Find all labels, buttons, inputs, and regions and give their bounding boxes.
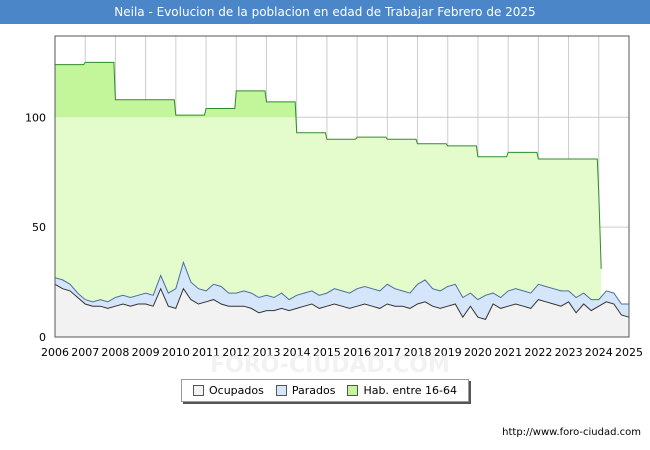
x-tick-label-2009: 2009 <box>132 346 160 359</box>
x-tick-label-2019: 2019 <box>434 346 462 359</box>
source-url[interactable]: http://www.foro-ciudad.com <box>502 427 641 438</box>
legend-item-parados: Parados <box>275 384 336 397</box>
series-layer <box>54 61 630 338</box>
y-tick-label-50: 50 <box>32 221 46 234</box>
legend-label-parados: Parados <box>291 384 336 397</box>
parados-line <box>54 260 629 305</box>
legend-swatch-hab <box>347 385 359 396</box>
x-tick-label-2021: 2021 <box>494 346 522 359</box>
x-tick-label-2008: 2008 <box>101 346 129 359</box>
legend-swatch-parados <box>275 385 287 396</box>
plot-frame <box>54 35 630 338</box>
y-tick-label-100: 100 <box>25 111 46 124</box>
watermark: FORO-CIUDAD.COM <box>210 353 450 378</box>
x-tick-label-2017: 2017 <box>373 346 401 359</box>
x-tick-label-2013: 2013 <box>252 346 280 359</box>
x-tick-label-2015: 2015 <box>313 346 341 359</box>
tick-labels: 2006 2007 2008 2009 2010 2011 2012 2013 2014 2015… <box>25 111 643 359</box>
x-tick-label-2025: 2025 <box>615 346 643 359</box>
legend-label-hab: Hab. entre 16-64 <box>363 384 457 397</box>
x-tick-label-2006: 2006 <box>41 346 69 359</box>
x-tick-label-2007: 2007 <box>71 346 99 359</box>
x-tick-label-2010: 2010 <box>162 346 190 359</box>
x-tick-label-2024: 2024 <box>585 346 613 359</box>
x-tick-label-2018: 2018 <box>404 346 432 359</box>
legend-swatch-ocupados <box>192 385 204 396</box>
y-tick-label-0: 0 <box>39 331 46 344</box>
legend-item-hab: Hab. entre 16-64 <box>347 384 457 397</box>
legend-item-ocupados: Ocupados <box>192 384 264 397</box>
x-tick-label-2016: 2016 <box>343 346 371 359</box>
x-tick-label-2011: 2011 <box>192 346 220 359</box>
ocupados-area <box>55 284 629 337</box>
hab-line <box>55 61 602 269</box>
hab-area <box>55 62 602 338</box>
legend-label-ocupados: Ocupados <box>208 384 264 397</box>
chart-title: Neila - Evolucion de la poblacion en eda… <box>0 0 650 24</box>
axes <box>54 35 630 338</box>
ocupados-line <box>54 283 630 320</box>
x-tick-label-2012: 2012 <box>222 346 250 359</box>
x-tick-label-2022: 2022 <box>524 346 552 359</box>
x-tick-label-2014: 2014 <box>283 346 311 359</box>
legend: Ocupados Parados Hab. entre 16-64 <box>181 379 469 402</box>
x-tick-label-2023: 2023 <box>555 346 583 359</box>
x-tick-label-2020: 2020 <box>464 346 492 359</box>
